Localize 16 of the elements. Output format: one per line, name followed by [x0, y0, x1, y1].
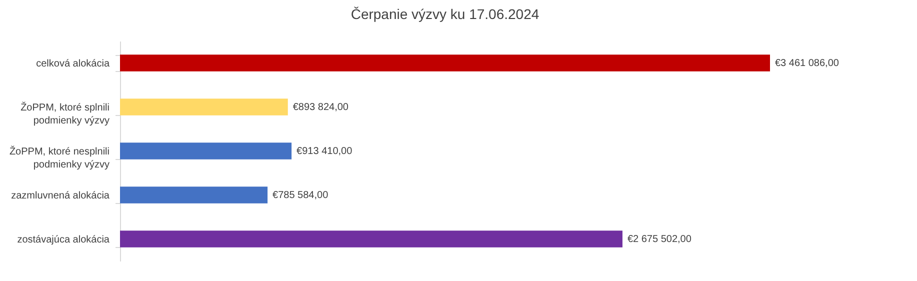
- y-tick-label: ŽoPPM, ktoré nesplnili podmienky výzvy: [9, 146, 110, 170]
- data-label: €2 675 502,00: [627, 234, 692, 245]
- y-tick-label: celková alokácia: [36, 58, 110, 70]
- bar: [120, 54, 770, 72]
- data-label: €3 461 086,00: [775, 58, 840, 69]
- bar: [120, 142, 292, 160]
- data-label: €785 584,00: [272, 190, 329, 201]
- data-label: €893 824,00: [292, 102, 349, 113]
- chart-title: Čerpanie výzvy ku 17.06.2024: [350, 6, 540, 22]
- data-label: €913 410,00: [296, 146, 353, 157]
- y-tick-label: zazmluvnená alokácia: [11, 190, 110, 202]
- bar: [120, 98, 288, 116]
- y-tick-label: zostávajúca alokácia: [17, 234, 110, 246]
- bar: [120, 186, 268, 204]
- y-tick-label: ŽoPPM, ktoré splnili podmienky výzvy: [20, 102, 110, 126]
- bar: [120, 230, 622, 248]
